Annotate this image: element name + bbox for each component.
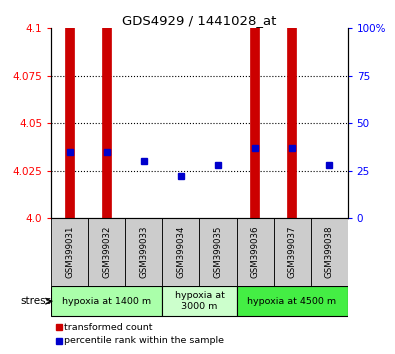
Bar [126, 218, 162, 286]
Text: GSM399038: GSM399038 [325, 226, 334, 278]
Bar [51, 286, 162, 316]
Bar [310, 218, 348, 286]
Text: stress: stress [21, 296, 52, 306]
Bar [162, 218, 199, 286]
Text: GSM399034: GSM399034 [177, 226, 186, 278]
Text: transformed count: transformed count [64, 322, 153, 332]
Text: hypoxia at 1400 m: hypoxia at 1400 m [62, 297, 151, 306]
Text: GSM399035: GSM399035 [213, 226, 222, 278]
Text: GSM399036: GSM399036 [250, 226, 260, 278]
Text: GSM399033: GSM399033 [139, 226, 149, 278]
Text: hypoxia at 4500 m: hypoxia at 4500 m [248, 297, 337, 306]
Bar [162, 286, 237, 316]
Title: GDS4929 / 1441028_at: GDS4929 / 1441028_at [122, 14, 276, 27]
Bar [237, 218, 274, 286]
Text: percentile rank within the sample: percentile rank within the sample [64, 336, 224, 345]
Text: GSM399031: GSM399031 [65, 226, 74, 278]
Text: GSM399032: GSM399032 [102, 226, 111, 278]
Text: GSM399037: GSM399037 [288, 226, 297, 278]
Bar [51, 218, 88, 286]
Bar [199, 218, 237, 286]
Text: hypoxia at
3000 m: hypoxia at 3000 m [175, 291, 224, 311]
Bar [237, 286, 348, 316]
Bar [88, 218, 126, 286]
Bar [274, 218, 310, 286]
